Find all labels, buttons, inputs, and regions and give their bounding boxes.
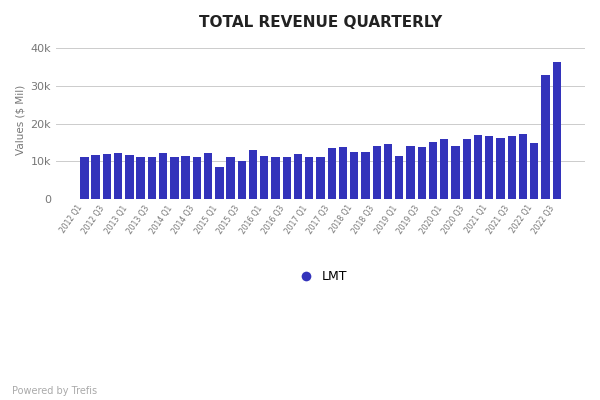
Bar — [204, 153, 212, 199]
Bar — [373, 146, 381, 199]
Bar — [260, 156, 268, 199]
Bar — [114, 153, 122, 199]
Bar — [508, 136, 516, 199]
Bar — [339, 147, 347, 199]
Bar — [215, 167, 224, 199]
Bar — [136, 157, 145, 199]
Bar — [91, 155, 100, 199]
Bar — [384, 144, 392, 199]
Bar — [193, 157, 201, 199]
Bar — [170, 157, 179, 199]
Y-axis label: Values ($ Mil): Values ($ Mil) — [15, 85, 25, 155]
Bar — [181, 156, 190, 199]
Bar — [80, 157, 89, 199]
Bar — [316, 157, 325, 199]
Bar — [350, 152, 358, 199]
Bar — [305, 157, 313, 199]
Bar — [361, 152, 370, 199]
Bar — [148, 157, 156, 199]
Bar — [496, 138, 505, 199]
Bar — [271, 157, 280, 199]
Bar — [440, 139, 448, 199]
Bar — [226, 157, 235, 199]
Bar — [451, 146, 460, 199]
Bar — [395, 156, 403, 199]
Bar — [238, 161, 246, 199]
Bar — [418, 147, 426, 199]
Bar — [541, 75, 550, 199]
Bar — [553, 62, 561, 199]
Bar — [519, 134, 527, 199]
Legend: LMT: LMT — [289, 265, 353, 288]
Bar — [294, 154, 302, 199]
Bar — [159, 153, 167, 199]
Bar — [474, 135, 482, 199]
Bar — [103, 154, 111, 199]
Bar — [249, 150, 257, 199]
Bar — [429, 142, 437, 199]
Text: Powered by Trefis: Powered by Trefis — [12, 386, 97, 396]
Bar — [406, 146, 415, 199]
Bar — [485, 136, 493, 199]
Bar — [328, 148, 336, 199]
Bar — [530, 144, 538, 199]
Bar — [283, 157, 291, 199]
Title: TOTAL REVENUE QUARTERLY: TOTAL REVENUE QUARTERLY — [199, 15, 442, 30]
Bar — [125, 155, 134, 199]
Bar — [463, 139, 471, 199]
